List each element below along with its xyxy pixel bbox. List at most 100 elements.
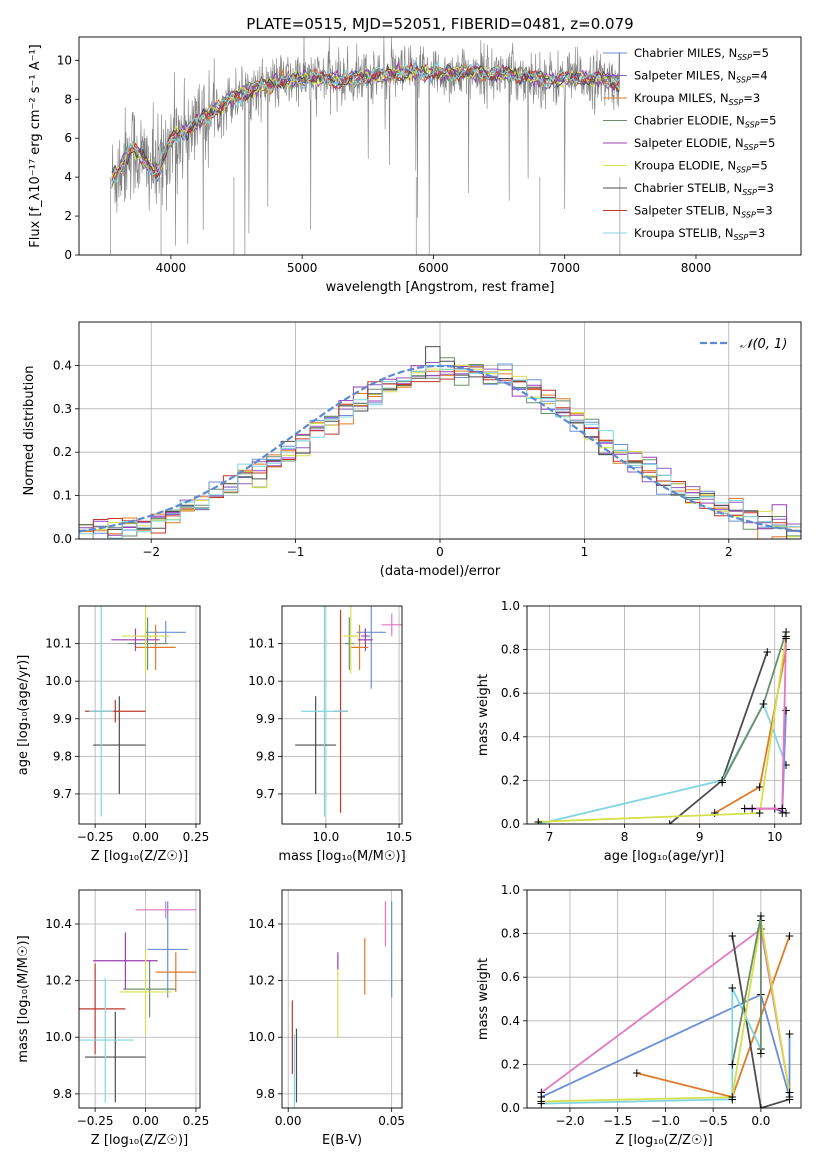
y-tick-label: 0.8 xyxy=(501,927,520,941)
data-point xyxy=(344,617,354,670)
model-spectrum xyxy=(111,60,620,183)
weight-line xyxy=(669,651,769,824)
weight-marker: + xyxy=(533,817,543,831)
panel-residuals: −2 −1 0 1 2 0.0 0.1 0.2 0.3 0.4 (data-model)/error… xyxy=(22,321,802,579)
weight-line xyxy=(731,935,790,1108)
weight-marker: + xyxy=(785,929,795,943)
data-point xyxy=(358,628,373,652)
weight-marker: + xyxy=(533,815,543,829)
weight-marker: + xyxy=(717,773,727,787)
axes-frame xyxy=(281,605,403,825)
weight-marker: + xyxy=(785,1092,795,1106)
weight-marker: + xyxy=(536,1094,546,1108)
y-axis-label: mass [log₁₀(M/M☉)] xyxy=(16,935,31,1062)
panel-age_vs_mass: 10.0 10.5 9.7 9.8 9.9 10.0 10.1 mass [log₁₀(M/M… xyxy=(248,605,412,864)
data-point xyxy=(85,1011,146,1103)
x-tick-label: 0 xyxy=(436,545,444,559)
x-axis-label: E(B-V) xyxy=(322,1133,362,1148)
data-point xyxy=(119,949,172,1035)
y-tick-label: 0.4 xyxy=(501,1014,520,1028)
model-spectrum xyxy=(111,63,620,179)
y-tick-label: 10.0 xyxy=(45,1030,72,1044)
weight-marker: + xyxy=(756,1101,766,1115)
plot-area xyxy=(85,606,186,817)
weight-marker: + xyxy=(781,630,791,644)
weight-line xyxy=(731,916,762,1065)
legend-entry: Salpeter STELIB, NSSP=3 xyxy=(634,204,773,220)
x-axis-label: (data-model)/error xyxy=(380,564,501,579)
x-tick-label: −0.5 xyxy=(699,1114,728,1128)
spectrum-legend: Chabrier MILES, NSSP=5 Salpeter MILES, NS… xyxy=(603,46,776,242)
histogram-kroupa-stelib xyxy=(79,365,801,539)
weight-marker: + xyxy=(747,802,757,816)
x-tick-label: 0.00 xyxy=(275,1114,302,1128)
plot-area: ++++++++++++++++++++++++ xyxy=(533,625,791,831)
weight-marker: + xyxy=(785,1090,795,1104)
y-tick-label: 0.3 xyxy=(53,402,72,416)
legend-entry: 𝒩(0, 1) xyxy=(740,337,787,352)
x-tick-label: −2 xyxy=(142,545,160,559)
weight-marker: + xyxy=(727,1090,737,1104)
weight-marker: + xyxy=(727,929,737,943)
legend-entry: Salpeter ELODIE, NSSP=5 xyxy=(634,136,775,152)
data-point xyxy=(135,901,196,919)
weight-marker: + xyxy=(740,802,750,816)
x-tick-label: 10.0 xyxy=(313,830,340,844)
weight-marker: + xyxy=(536,1086,546,1100)
x-tick-label: 8000 xyxy=(681,261,712,275)
data-spectrum xyxy=(111,37,621,255)
axes-frame xyxy=(526,605,802,825)
y-tick-label: 10.4 xyxy=(248,917,275,931)
y-axis-label: age [log₁₀(age/yr)] xyxy=(16,655,31,776)
y-tick-label: 6 xyxy=(64,131,72,145)
y-tick-label: 10.0 xyxy=(248,1030,275,1044)
y-tick-label: 10.0 xyxy=(45,674,72,688)
weight-marker: + xyxy=(727,1092,737,1106)
weight-marker: + xyxy=(665,817,675,831)
data-point xyxy=(301,606,348,817)
x-axis-label: Z [log₁₀(Z/Z☉)] xyxy=(91,1133,188,1148)
weight-line xyxy=(721,631,787,784)
weight-marker: + xyxy=(632,1066,642,1080)
y-tick-label: 0.1 xyxy=(53,489,72,503)
legend-entry: Kroupa STELIB, NSSP=3 xyxy=(634,226,765,242)
weight-line xyxy=(538,636,787,823)
x-tick-label: 10 xyxy=(767,830,782,844)
axes-frame xyxy=(78,321,802,540)
y-tick-label: 4 xyxy=(64,170,72,184)
legend-entry: Chabrier STELIB, NSSP=3 xyxy=(634,181,774,197)
weight-marker: + xyxy=(717,776,727,790)
weight-line xyxy=(540,993,791,1098)
weight-marker: + xyxy=(785,1027,795,1041)
y-tick-label: 9.8 xyxy=(53,1087,72,1101)
x-tick-label: 0.00 xyxy=(132,1114,159,1128)
weight-marker: + xyxy=(781,632,791,646)
y-tick-label: 10.1 xyxy=(248,637,275,651)
y-tick-label: 10.4 xyxy=(45,917,72,931)
weight-marker: + xyxy=(785,1086,795,1100)
x-axis-label: wavelength [Angstrom, rest frame] xyxy=(326,280,555,295)
data-point xyxy=(89,606,114,817)
panel-age_vs_Z: −0.25 0.00 0.25 9.7 9.8 9.9 10.0 10.1 Z [log₁₀(Z… xyxy=(16,605,210,864)
y-tick-label: 9.7 xyxy=(256,787,275,801)
x-tick-label: 0.25 xyxy=(183,830,210,844)
plot-area xyxy=(295,606,402,817)
y-tick-label: 0.0 xyxy=(501,1101,520,1115)
x-tick-label: 1 xyxy=(581,545,589,559)
legend-entry: Chabrier ELODIE, NSSP=5 xyxy=(634,114,776,130)
x-tick-label: 8 xyxy=(621,830,629,844)
data-point xyxy=(135,624,176,670)
y-tick-label: 0.0 xyxy=(501,817,520,831)
data-point xyxy=(93,932,158,990)
data-point xyxy=(155,952,196,992)
legend-entry: Chabrier MILES, NSSP=5 xyxy=(634,46,769,62)
histogram-chabrier-stelib xyxy=(79,346,801,539)
x-axis-label: mass [log₁₀(M/M☉)] xyxy=(278,849,405,864)
x-tick-label: −2.0 xyxy=(555,1114,584,1128)
y-tick-label: 1.0 xyxy=(501,599,520,613)
weight-marker: + xyxy=(781,704,791,718)
data-point xyxy=(145,621,186,644)
weight-line xyxy=(752,638,787,810)
legend-entry: Kroupa ELODIE, NSSP=5 xyxy=(634,159,768,175)
